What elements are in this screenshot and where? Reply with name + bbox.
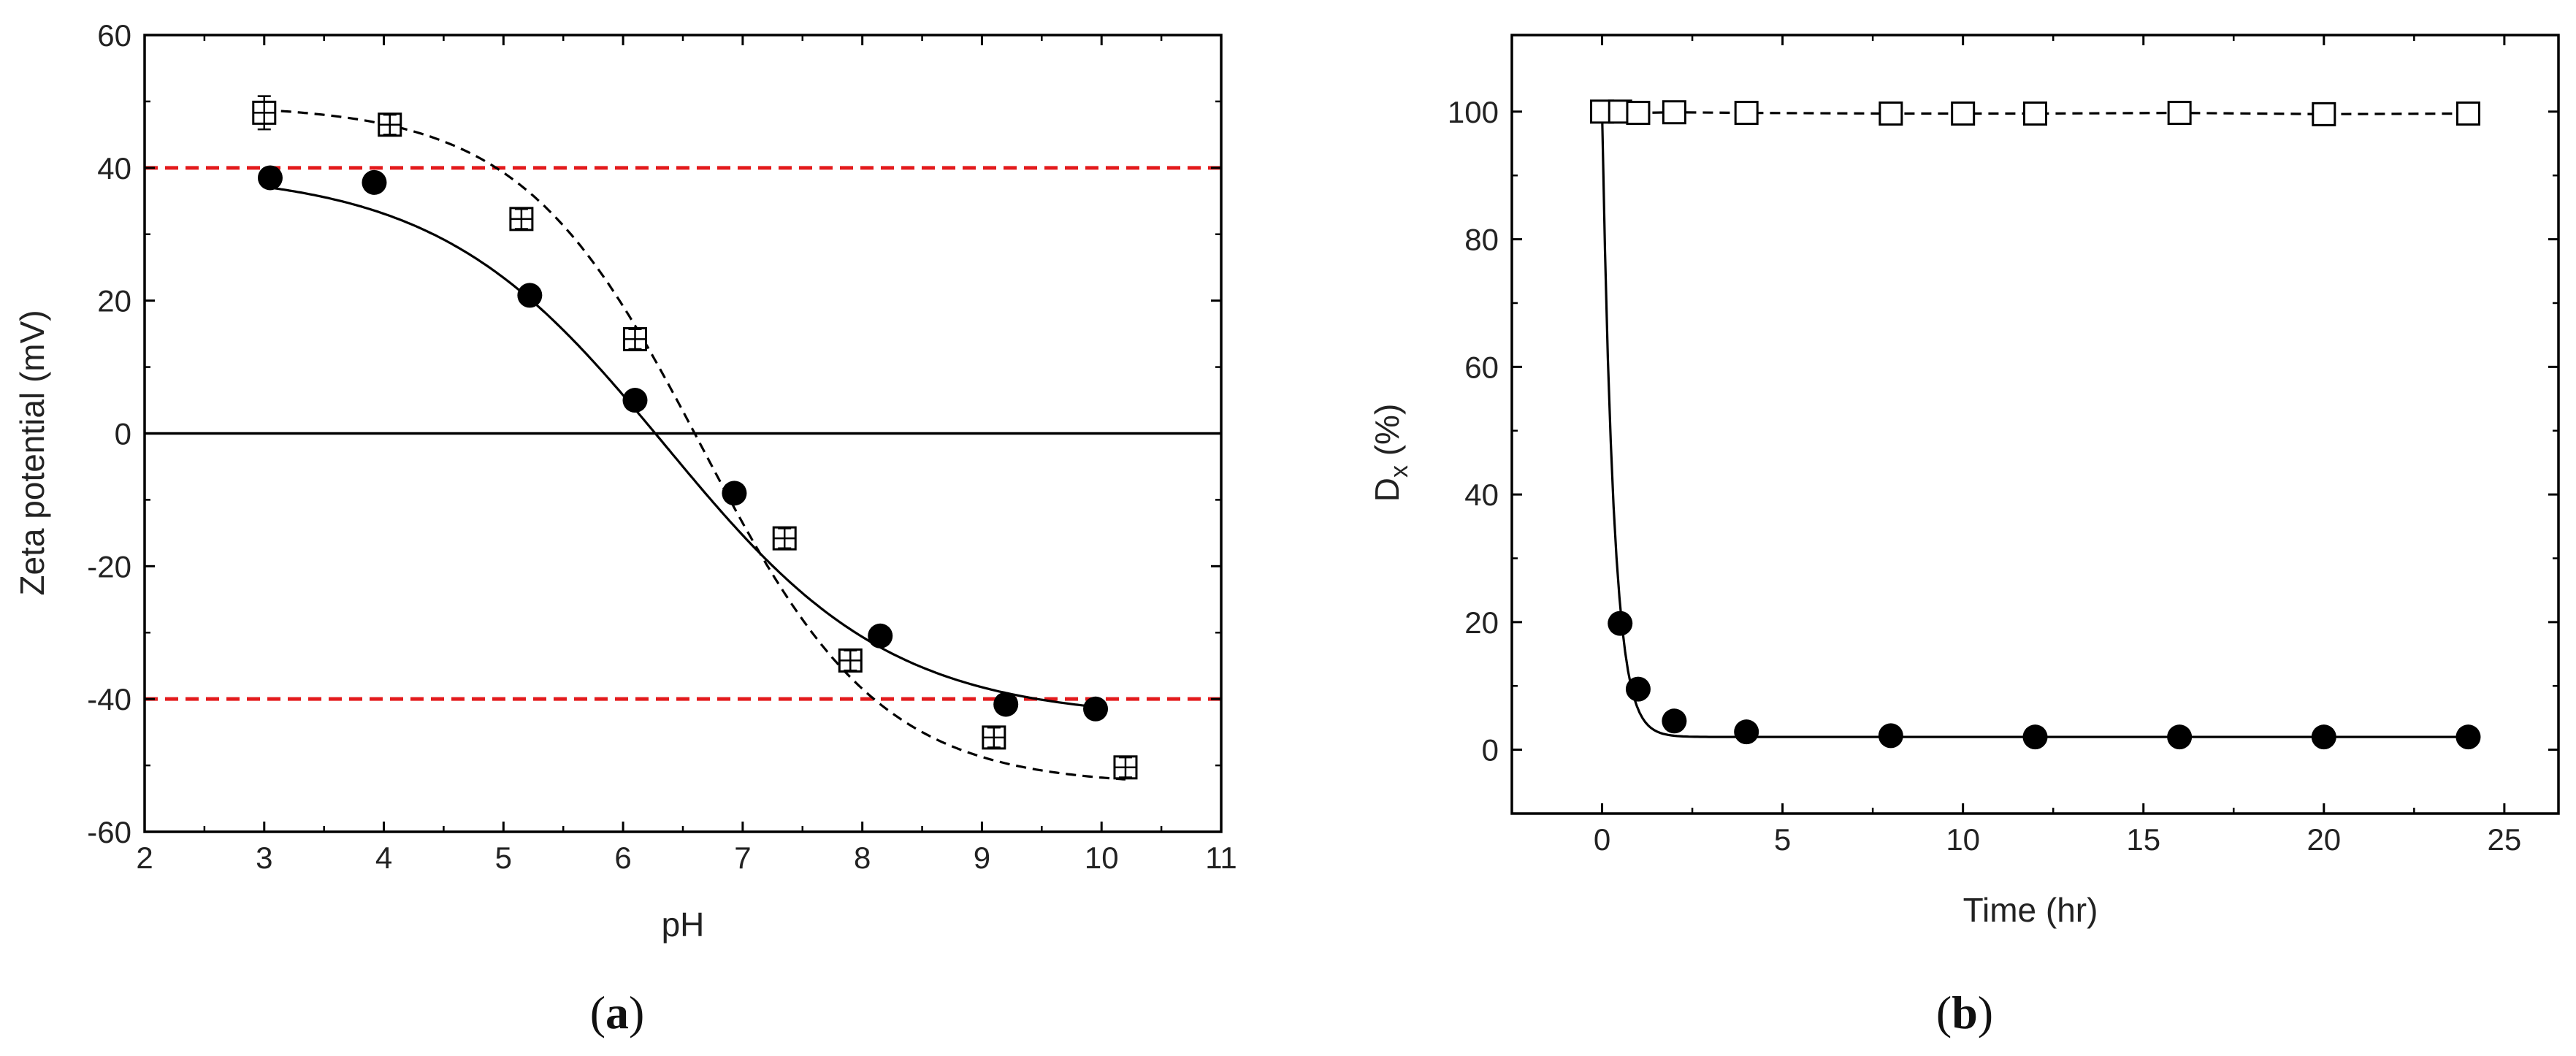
panel-a-x-tick-label: 8 [854,841,871,875]
panel-b-series-1-point [1734,719,1759,745]
panel-b-series-1-point [2022,724,2048,750]
panel-a-label: (a) [590,987,645,1038]
panel-b-y-tick-label: 20 [1464,605,1499,640]
panel-a-y-axis-title: Zeta potential (mV) [13,310,51,595]
panel-a-series-1-point [868,623,893,648]
panel-a-y-tick-label: -60 [87,815,131,849]
panel-b-series-2-point [1951,101,1976,126]
panel-b-series-2-point [1626,101,1651,126]
panel-b-x-tick-label: 0 [1594,822,1610,857]
panel-a-chart: 2 3 4 5 6 7 8 9 10 11 -60 -40 -20 0 20 40 60 pH Zeta pot… [13,18,1237,1038]
panel-b-x-tick-label: 20 [2306,822,2341,857]
panel-b-x-tick-label: 10 [1946,822,1980,857]
panel-b-series-2-point [1879,101,1903,126]
panel-b-label: (b) [1936,987,1993,1038]
panel-a-series-1-point [722,481,747,506]
panel-a-x-tick-label: 3 [256,841,272,875]
panel-a-x-tick-label: 2 [136,841,153,875]
panel-a-x-tick-label: 11 [1205,841,1237,875]
panel-a-x-axis-title: pH [662,906,705,944]
panel-b-series-1-point [2167,724,2193,750]
panel-a-series-1-point [1083,696,1109,722]
panel-a-y-tick-label: -40 [87,682,131,716]
panel-b-y-tick-label: 80 [1464,223,1499,257]
panel-a-series-2-line [264,109,1126,781]
panel-b-series-1-point [1608,611,1633,636]
panel-b-plot-frame [1510,34,2560,815]
panel-b-series-1-point [1625,676,1651,702]
panel-a-y-tick-label: 40 [97,151,131,185]
panel-a-x-tick-label: 6 [614,841,631,875]
panel-b-series-2-point [1734,101,1759,126]
panel-a-x-tick-label: 4 [375,841,392,875]
panel-a-series-1-line [270,186,1096,708]
panel-b-series-2-point [2312,102,2336,126]
panel-b-series-1-point [1878,723,1903,749]
panel-b-y-tick-label: 0 [1482,733,1499,768]
panel-b-y-tick-label: 100 [1448,95,1499,129]
panel-a-series-1-point [993,692,1019,717]
panel-b-series-2-point [2023,101,2047,126]
panel-a-y-tick-label: 20 [97,284,131,318]
panel-b-series-2-point [2455,101,2480,126]
panel-a-series-1-point [362,169,387,195]
panel-a-x-tick-label: 10 [1085,841,1119,875]
panel-b-series-2-point [2167,101,2192,126]
panel-b-series-1-point [2311,724,2336,750]
panel-b-series-1-point [1662,708,1687,734]
panel-b-y-tick-label: 60 [1464,350,1499,384]
panel-b-y-tick-label: 40 [1464,478,1499,512]
panel-a-series-1-point [257,165,283,191]
panel-b-x-tick-label: 15 [2126,822,2160,857]
panel-b-series-1-line [1600,111,2469,738]
panel-a-x-tick-label: 9 [974,841,990,875]
panel-b-y-axis-title: Dx (%) [1368,404,1413,502]
panel-a-y-tick-label: 60 [97,18,131,53]
panel-b-x-axis-title: Time (hr) [1963,891,2098,929]
panel-b-series-1-point [2455,724,2481,750]
panel-b-x-tick-label: 5 [1774,822,1791,857]
panel-a-x-tick-label: 7 [734,841,751,875]
panel-b-series-2-point [1662,100,1686,125]
panel-a-series-1-point [622,388,648,413]
panel-b-x-tick-label: 25 [2488,822,2522,857]
panel-a-y-tick-label: 0 [115,417,131,451]
panel-a-series-1-point [517,283,543,308]
panel-a-x-tick-label: 5 [495,841,512,875]
panel-a-y-tick-label: -20 [87,549,131,584]
